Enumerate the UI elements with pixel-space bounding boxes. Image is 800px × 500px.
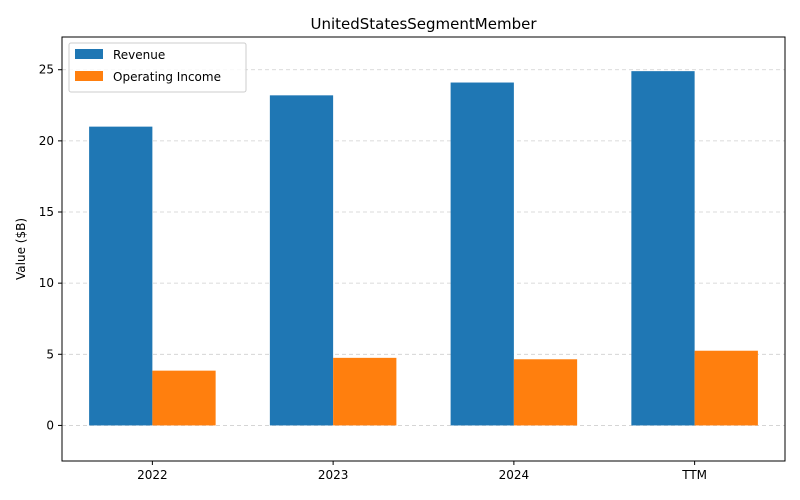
bar-operating-income — [152, 370, 216, 426]
bar-revenue — [269, 95, 334, 426]
y-tick-label: 25 — [39, 63, 54, 77]
legend-label-operating-income: Operating Income — [113, 70, 221, 84]
y-tick-label: 5 — [46, 347, 54, 361]
y-tick-label: 0 — [46, 418, 54, 432]
chart-title: UnitedStatesSegmentMember — [310, 15, 537, 33]
legend-label-revenue: Revenue — [113, 48, 165, 62]
legend-swatch-operating-income — [75, 71, 103, 81]
y-axis-label: Value ($B) — [14, 218, 28, 280]
x-tick-label: 2024 — [499, 468, 530, 482]
plot-frame — [61, 36, 786, 462]
bar-operating-income — [333, 357, 397, 426]
bar-revenue — [89, 126, 153, 426]
bar-revenue — [450, 82, 514, 426]
x-tick-label: 2023 — [318, 468, 349, 482]
x-tick-label: 2022 — [137, 468, 168, 482]
bar-operating-income — [694, 350, 758, 426]
bar-layer — [89, 71, 758, 426]
legend-box — [68, 42, 247, 93]
y-tick-label: 20 — [39, 134, 54, 148]
y-tick-label: 10 — [39, 276, 54, 290]
bar-revenue — [631, 71, 695, 426]
y-tick-label: 15 — [39, 205, 54, 219]
bar-operating-income — [513, 359, 578, 426]
legend: Revenue Operating Income — [68, 42, 247, 93]
axis-layer: 0 5 10 15 20 25 2022 2023 2024 TTM — [39, 63, 707, 482]
x-tick-label: TTM — [681, 468, 707, 482]
legend-swatch-revenue — [75, 49, 103, 59]
